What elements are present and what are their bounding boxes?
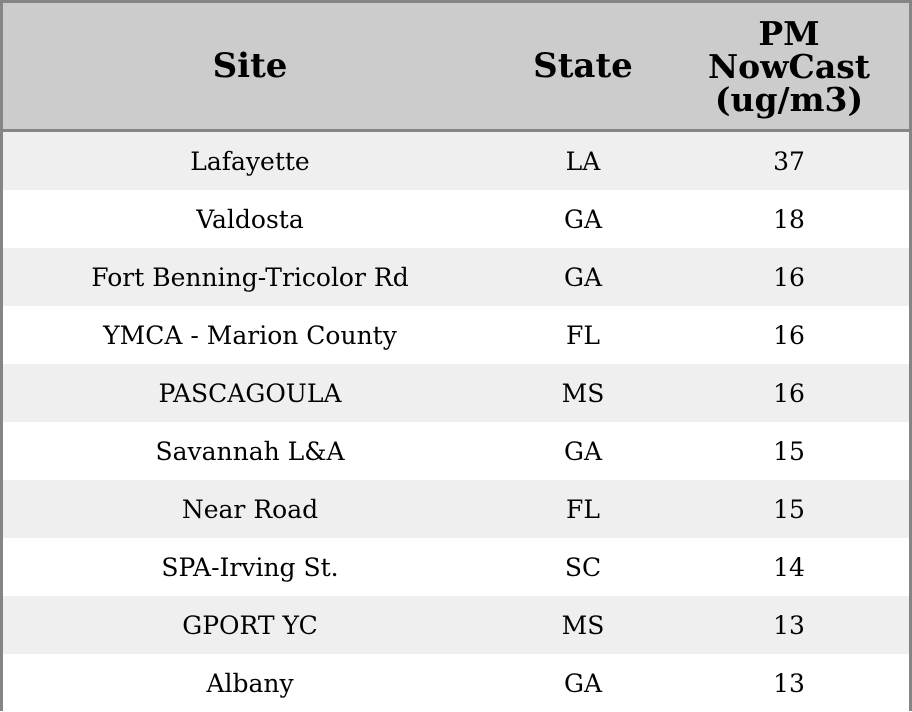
column-header-state: State: [497, 3, 669, 131]
column-header-pm-nowcast: PM NowCast (ug/m3): [669, 3, 909, 131]
cell-pm-value: 16: [669, 306, 909, 364]
cell-state: MS: [497, 364, 669, 422]
cell-site: Fort Benning-Tricolor Rd: [3, 248, 497, 306]
cell-site: Lafayette: [3, 131, 497, 191]
cell-state: MS: [497, 596, 669, 654]
cell-site: GPORT YC: [3, 596, 497, 654]
cell-state: LA: [497, 131, 669, 191]
cell-pm-value: 37: [669, 131, 909, 191]
cell-site: Savannah L&A: [3, 422, 497, 480]
cell-pm-value: 18: [669, 190, 909, 248]
cell-pm-value: 14: [669, 538, 909, 596]
cell-site: Albany: [3, 654, 497, 712]
cell-state: GA: [497, 190, 669, 248]
cell-site: YMCA - Marion County: [3, 306, 497, 364]
cell-site: SPA-Irving St.: [3, 538, 497, 596]
cell-state: SC: [497, 538, 669, 596]
cell-state: GA: [497, 248, 669, 306]
cell-state: FL: [497, 306, 669, 364]
cell-pm-value: 15: [669, 422, 909, 480]
cell-pm-value: 13: [669, 654, 909, 712]
table-header: Site State PM NowCast (ug/m3): [3, 3, 909, 131]
cell-pm-value: 16: [669, 364, 909, 422]
cell-site: Near Road: [3, 480, 497, 538]
cell-pm-value: 16: [669, 248, 909, 306]
column-header-pm-line-2: NowCast: [669, 50, 909, 83]
cell-state: GA: [497, 422, 669, 480]
column-header-site: Site: [3, 3, 497, 131]
cell-state: FL: [497, 480, 669, 538]
cell-pm-value: 15: [669, 480, 909, 538]
cell-pm-value: 13: [669, 596, 909, 654]
header-row: Site State PM NowCast (ug/m3): [3, 3, 909, 131]
cell-site: Valdosta: [3, 190, 497, 248]
cell-state: GA: [497, 654, 669, 712]
column-header-pm-line-1: PM: [669, 17, 909, 50]
cell-site: PASCAGOULA: [3, 364, 497, 422]
column-header-pm-line-3: (ug/m3): [669, 83, 909, 116]
